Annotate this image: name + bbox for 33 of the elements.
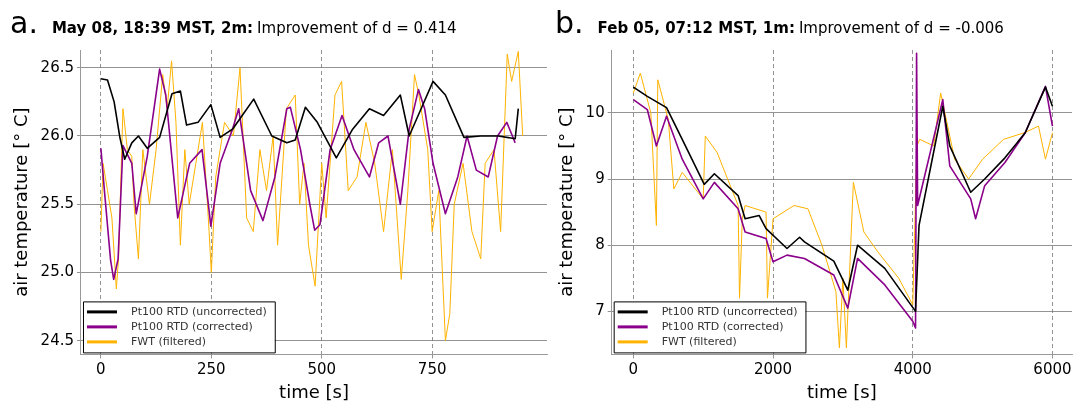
x-tick-label: 6000 [1033,360,1072,379]
legend-label: Pt100 RTD (corrected) [131,319,253,333]
chart-title: Feb 05, 07:12 MST, 1m: [597,19,795,37]
chart-subtitle: Improvement of d = -0.006 [798,19,1004,37]
y-axis-title: air temperature [° C] [555,107,577,297]
text: b. [555,5,584,40]
y-tick-label: 8 [595,235,605,254]
x-tick-label: 500 [307,360,337,379]
y-tick-label: 25.5 [40,194,74,213]
y-tick-label: 24.5 [40,330,74,349]
x-tick-label: 750 [417,360,447,379]
x-axis-title: time [s] [806,380,877,402]
y-tick-label: 26.0 [40,125,74,144]
y-tick-label: 10 [585,102,605,121]
y-tick-label: 26.5 [40,57,74,76]
x-tick-label: 4000 [893,360,932,379]
x-tick-label: 250 [196,360,226,379]
y-tick-label: 9 [595,168,605,187]
chart-subtitle: Improvement of d = 0.414 [257,19,457,37]
legend-label: Pt100 RTD (uncorrected) [661,304,798,318]
x-tick-label: 0 [96,360,106,379]
legend-label: Pt100 RTD (uncorrected) [131,304,267,318]
x-axis-title: time [s] [279,380,349,402]
chart-title: May 08, 18:39 MST, 2m: [51,19,254,37]
legend-label: FWT (filtered) [661,334,737,348]
legend-label: Pt100 RTD (corrected) [661,319,784,333]
y-tick-label: 25.0 [40,262,74,281]
x-tick-label: 2000 [753,360,793,379]
text: a. [10,5,38,40]
x-tick-label: 0 [628,360,639,379]
legend-label: FWT (filtered) [131,334,207,348]
y-tick-label: 7 [595,301,605,320]
y-axis-title: air temperature [° C] [10,107,32,297]
